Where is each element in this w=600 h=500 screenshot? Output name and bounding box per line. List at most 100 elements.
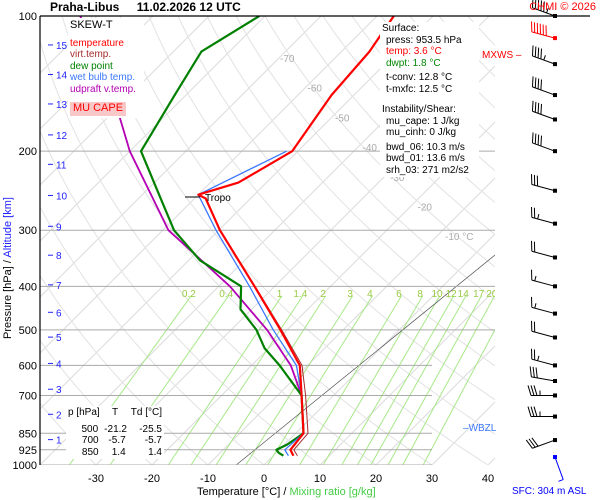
altitude-tick-label: 13 — [56, 100, 68, 111]
isotherm — [40, 16, 322, 298]
mixing-ratio-line — [356, 295, 455, 465]
table-row: 700 -5.7 -5.7 — [68, 435, 162, 447]
mixing-ratio-label: 6 — [396, 289, 402, 300]
wind-barb — [531, 269, 557, 289]
isotherm — [151, 121, 495, 465]
altitude-tick-label: 4 — [56, 359, 62, 370]
temperature-tick-label: -20 — [144, 473, 160, 485]
mixing-ratio-label: 3 — [347, 289, 353, 300]
legend-virt-temp: virt.temp. — [70, 49, 112, 60]
table-cell: -5.7 — [144, 435, 162, 446]
pressure-tick-label: 925 — [19, 445, 37, 457]
profile-wet-bulb-temp- — [197, 150, 305, 457]
y-axis-sep: / — [2, 260, 14, 264]
datetime: 11.02.2026 12 UTC — [136, 0, 241, 14]
table-row: 500 -21.2 -25.5 — [68, 424, 162, 436]
y-axis-title: Pressure [hPa] / Altitude [km] — [2, 178, 14, 358]
x-axis-label: Temperature [°C] — [197, 486, 281, 498]
level-table: p [hPa] T Td [°C] 500 -21.2 -25.5 700 -5.7 -5… — [66, 406, 164, 459]
mixing-ratio-label: 25 — [505, 289, 517, 300]
wind-barb — [531, 206, 557, 226]
mixing-ratio-label: 1 — [277, 289, 283, 300]
temperature-tick-label: -30 — [88, 473, 104, 485]
col-t: T — [111, 407, 119, 418]
wind-barb — [531, 132, 557, 154]
mixing-ratio-line — [341, 295, 441, 465]
y-axis-label: Pressure [hPa] — [2, 266, 14, 339]
credit: CHMI © 2026 — [529, 1, 596, 13]
mixing-ratio-label: 14 — [458, 289, 470, 300]
mixing-ratio-label: 0.2 — [182, 289, 196, 300]
dry-adiabat — [206, 16, 495, 333]
tropo-label: Tropo — [205, 193, 231, 204]
altitude-tick-label: 10 — [56, 191, 68, 202]
dry-adiabat — [235, 16, 495, 300]
altitude-tick-label: 12 — [56, 131, 68, 142]
station-title: Praha-Libus — [50, 0, 120, 14]
mu-cape: mu_cape: 1 J/kg — [386, 115, 460, 127]
bwd-01: bwd_01: 13.6 m/s — [386, 153, 465, 164]
mixing-ratio-label: 4 — [367, 289, 373, 300]
mu-cinh: mu_cinh: 0 J/kg — [386, 127, 457, 138]
isotherm — [319, 289, 495, 465]
pressure-tick-label: 400 — [19, 281, 37, 293]
mixing-ratio-line — [190, 295, 304, 465]
temperature-tick-label: 30 — [426, 473, 438, 485]
table-row: 850 1.4 1.4 — [68, 447, 162, 459]
table-cell: -5.7 — [108, 435, 126, 446]
mixing-ratio-line — [245, 295, 354, 465]
mixing-ratio-label: 10 — [431, 289, 443, 300]
legend-wet-bulb: wet bulb temp. — [70, 72, 136, 83]
x-axis-title: Temperature [°C] / Mixing ratio [g/kg] — [197, 486, 376, 498]
table-cell: -21.2 — [104, 423, 127, 435]
legend-dew-point: dew point — [70, 60, 113, 72]
wind-barb — [531, 320, 557, 340]
isotherm-label: -30 — [390, 173, 405, 184]
surface-tconv: t-conv: 12.8 °C — [386, 72, 453, 83]
isotherm-label: -20 — [418, 203, 433, 214]
temperature-tick-label: 40 — [482, 473, 494, 485]
table-cell: 500 — [81, 423, 99, 435]
dry-adiabat — [293, 16, 495, 236]
altitude-tick-label: 1 — [56, 436, 62, 447]
pressure-tick-label: 700 — [19, 390, 37, 402]
wind-barb — [529, 366, 557, 383]
isotherm — [40, 16, 266, 242]
wind-barb — [527, 385, 557, 398]
isotherm — [263, 233, 495, 465]
wind-barb — [531, 21, 557, 41]
surface-press: press: 953.5 hPa — [386, 34, 462, 46]
surface-temp: temp: 3.6 °C — [386, 46, 442, 57]
wind-barb — [531, 45, 557, 67]
isotherm — [375, 345, 495, 465]
dry-adiabat — [119, 16, 495, 435]
wind-barb — [527, 406, 557, 419]
surface-dwpt: dwpt: 1.8 °C — [386, 57, 441, 69]
reference-line — [235, 254, 495, 465]
mixing-ratio-line — [422, 328, 495, 465]
wind-barb — [531, 240, 557, 260]
mixing-ratio-label: 17 — [473, 289, 485, 300]
surface-tmxfc: t-mxfc: 12.5 °C — [386, 83, 453, 95]
mixing-ratio-line — [215, 295, 327, 465]
surface-info: Surface: press: 953.5 hPa temp: 3.6 °C d… — [380, 22, 479, 177]
temperature-tick-label: 20 — [370, 473, 382, 485]
isotherm-label: -70 — [280, 54, 295, 65]
legend: SKEW-T temperature virt.temp. dew point … — [68, 18, 144, 118]
table-cell: 700 — [81, 435, 99, 446]
mixing-ratio-line — [370, 295, 467, 465]
table-cell: 1.4 — [148, 446, 162, 458]
isotherm — [487, 457, 495, 465]
surface-title: Surface: — [382, 23, 420, 34]
mixing-ratio-label: 1.4 — [293, 289, 307, 300]
mixing-ratio-label: 8 — [417, 289, 423, 300]
wbzl-label: –WBZL — [463, 423, 497, 434]
altitude-tick-label: 7 — [56, 281, 62, 292]
col-td: Td [°C] — [130, 407, 163, 418]
altitude-tick-label: 15 — [56, 41, 68, 52]
altitude-tick-label: 8 — [56, 251, 62, 262]
isotherm-label: -50 — [335, 113, 350, 124]
altitude-tick-label: 14 — [56, 71, 68, 82]
pressure-tick-label: 300 — [19, 225, 37, 237]
